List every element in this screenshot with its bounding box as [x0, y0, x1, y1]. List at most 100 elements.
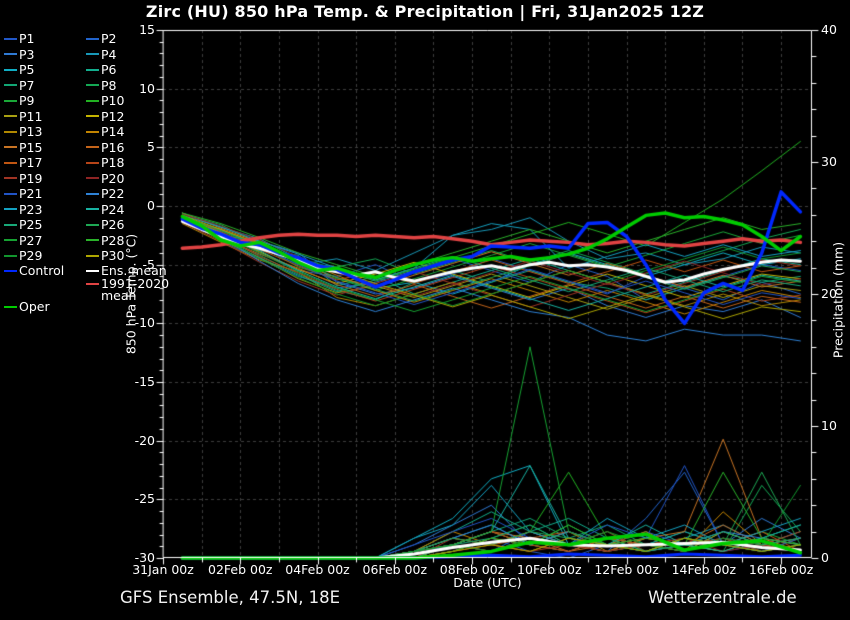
p19-line-swatch	[4, 177, 17, 179]
p8-line-swatch	[86, 84, 99, 86]
legend-label: P17	[19, 155, 43, 170]
p6-line-swatch	[86, 68, 99, 71]
legend-label: P18	[101, 155, 125, 170]
legend-item-p8: P8	[86, 77, 117, 93]
legend-label: P3	[19, 46, 35, 62]
legend-label: P21	[19, 186, 43, 201]
legend-label: P12	[101, 108, 125, 124]
precip-tick-40: 40	[821, 22, 837, 37]
legend-label: P28	[101, 232, 125, 248]
legend-label: P7	[19, 77, 35, 93]
p16-line-swatch	[86, 146, 99, 148]
legend-label: P4	[101, 46, 117, 62]
footer-site-name: Wetterzentrale.de	[648, 588, 797, 607]
legend-label: P13	[19, 124, 43, 139]
legend-label: P9	[19, 93, 35, 108]
legend-label: P11	[19, 108, 43, 124]
legend-label: P29	[19, 248, 43, 263]
date-tick: 10Feb 00z	[517, 562, 582, 577]
legend-label: P2	[101, 31, 117, 46]
legend-item-p20: P20	[86, 171, 124, 186]
legend-item-p11: P11	[4, 108, 43, 124]
legend-label: P14	[101, 124, 125, 139]
date-tick: 06Feb 00z	[362, 562, 428, 577]
p25-line-swatch	[4, 223, 17, 226]
legend-label: P26	[101, 217, 125, 232]
legend-item-p17: P17	[4, 155, 43, 170]
y-axis-label-temperature: 850 hPa Temp. (°C)	[123, 233, 139, 355]
p10-line-swatch	[86, 99, 99, 102]
legend-item-p30: P30	[86, 248, 125, 263]
legend-item-p13: P13	[4, 124, 43, 139]
legend-label: P25	[19, 217, 43, 232]
p22-line-swatch	[86, 192, 99, 195]
temp-tick-15: 15	[139, 22, 155, 37]
p26-line-swatch	[86, 223, 99, 226]
p14-line-swatch	[86, 130, 99, 133]
legend-label: Oper	[19, 299, 50, 314]
legend-label: P30	[101, 248, 125, 263]
p30-line-swatch	[86, 254, 99, 257]
legend-item-p2: P2	[86, 31, 117, 46]
legend-item-oper: Oper	[4, 299, 50, 314]
p28-line-swatch	[86, 239, 99, 241]
legend-item-p6: P6	[86, 62, 117, 77]
temp-tick-5: 5	[147, 139, 155, 155]
precip-tick-0: 0	[821, 550, 829, 565]
clim-mean-line-swatch	[86, 283, 99, 285]
p11-line-swatch	[4, 115, 17, 117]
p20-line-swatch	[86, 177, 99, 179]
p23-line-swatch	[4, 208, 17, 210]
legend-label: P5	[19, 62, 35, 77]
legend-label: P27	[19, 232, 43, 248]
legend-item-p12: P12	[86, 108, 125, 124]
temp-tick-10: 10	[139, 80, 155, 96]
legend-item-p18: P18	[86, 155, 125, 170]
legend-item-p26: P26	[86, 217, 125, 232]
temp-tick--25: -25	[134, 491, 155, 507]
precip-tick-10: 10	[821, 418, 837, 433]
p24-line-swatch	[86, 208, 99, 210]
temp-tick--20: -20	[134, 432, 155, 448]
p4-line-swatch	[86, 53, 99, 55]
p15-line-swatch	[4, 146, 17, 148]
legend-item-p24: P24	[86, 201, 125, 217]
p17-line-swatch	[4, 161, 17, 164]
legend-item-p29: P29	[4, 248, 43, 263]
legend-item-p25: P25	[4, 217, 43, 232]
temp-tick--30: -30	[134, 550, 155, 565]
legend-label: Control	[19, 263, 65, 278]
temp-tick--15: -15	[134, 374, 155, 389]
legend-item-p22: P22	[86, 186, 124, 201]
p5-line-swatch	[4, 68, 17, 71]
p27-line-swatch	[4, 239, 17, 241]
ens-mean-line-swatch	[86, 269, 99, 272]
footer-model-info: GFS Ensemble, 47.5N, 18E	[120, 588, 341, 607]
date-tick: 04Feb 00z	[285, 562, 350, 577]
legend-item-p16: P16	[86, 139, 125, 155]
legend-item-p19: P19	[4, 170, 43, 186]
legend-item-p28: P28	[86, 232, 125, 248]
date-tick: 02Feb 00z	[208, 562, 273, 577]
legend-label: P16	[101, 139, 125, 155]
oper-line-swatch	[4, 305, 17, 308]
legend-item-p9: P9	[4, 93, 35, 108]
legend-item-ens-mean: Ens. mean	[86, 263, 167, 278]
temp-tick-0: 0	[147, 198, 155, 213]
p1-line-swatch	[4, 37, 17, 40]
legend-label: 1991-2020 mean	[101, 276, 170, 303]
legend-label: P24	[101, 201, 125, 217]
chart-title: Zirc (HU) 850 hPa Temp. & Precipitation …	[145, 2, 705, 21]
legend-label: P10	[101, 93, 125, 108]
date-tick: 08Feb 00z	[439, 562, 505, 577]
p29-line-swatch	[4, 254, 17, 257]
legend-label: P8	[101, 77, 117, 93]
legend-item-p7: P7	[4, 77, 35, 93]
legend-item-p3: P3	[4, 46, 35, 62]
p3-line-swatch	[4, 53, 17, 55]
legend-item-p27: P27	[4, 232, 43, 248]
legend-label: P19	[19, 170, 43, 186]
p12-line-swatch	[86, 115, 99, 117]
